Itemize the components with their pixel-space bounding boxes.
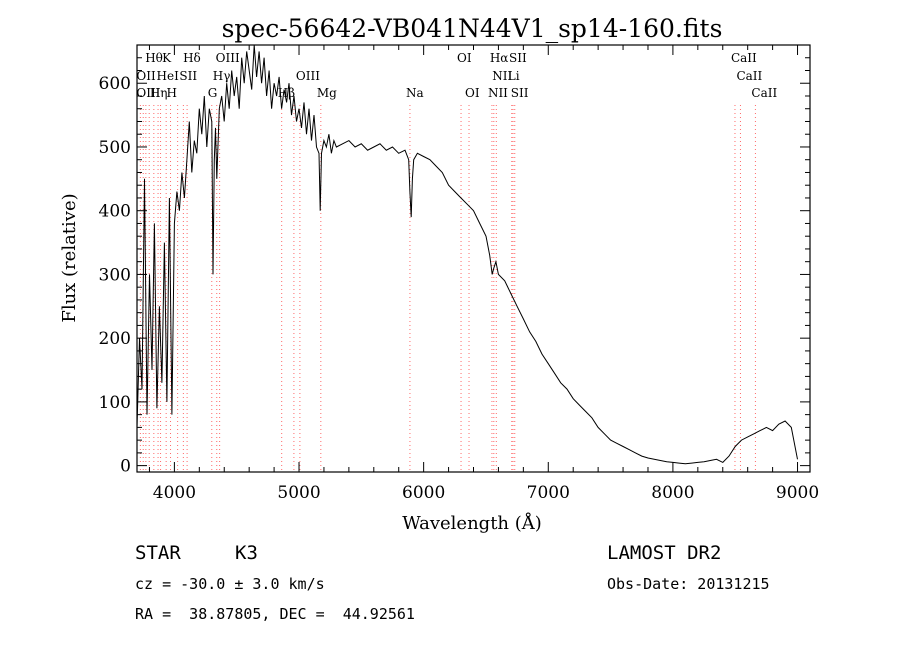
y-tick-label: 200 — [99, 329, 131, 349]
x-tick-label: 6000 — [402, 483, 445, 503]
plot-frame — [136, 44, 811, 473]
x-tick-label: 4000 — [153, 483, 196, 503]
object-class: STAR — [135, 542, 181, 564]
y-tick-label: 500 — [99, 138, 131, 158]
spectral-line-label: NII — [492, 69, 512, 83]
y-tick-label: 100 — [99, 393, 131, 413]
y-tick-label: 600 — [99, 74, 131, 94]
y-axis-ticks: 0 100 200 300 400 500 600 — [99, 57, 810, 477]
spectral-line-label: SII — [509, 51, 527, 65]
spectrum-line — [136, 44, 798, 465]
spectral-line-label: Li — [508, 69, 520, 83]
spectral-line-label: Hθ — [145, 51, 163, 65]
y-tick-label: 300 — [99, 265, 131, 285]
spectral-line-label: OIII — [216, 51, 240, 65]
line-marker-lines — [139, 105, 756, 472]
spectral-line-label: Na — [406, 86, 424, 100]
y-tick-label: 0 — [120, 457, 131, 477]
spectral-line-label: Hη — [150, 86, 168, 100]
x-axis-ticks: 4000 5000 6000 7000 8000 9000 — [148, 45, 819, 503]
spectral-line-label: OII — [136, 69, 156, 83]
spectral-line-label: Mg — [317, 86, 337, 100]
spectral-line-label: CaII — [736, 69, 762, 83]
spectral-line-label: CaII — [731, 51, 757, 65]
object-subclass: K3 — [235, 542, 258, 564]
observation-date: Obs-Date: 20131215 — [607, 575, 770, 593]
spectral-line-label: K — [162, 51, 172, 65]
spectral-line-label: OI — [465, 86, 480, 100]
chart-title: spec-56642-VB041N44V1_sp14-160.fits — [222, 14, 723, 43]
x-axis-label: Wavelength (Å) — [402, 512, 542, 534]
x-tick-label: 9000 — [776, 483, 819, 503]
spectral-line-label: SII — [179, 69, 197, 83]
spectral-line-label: Hβ — [278, 86, 295, 100]
y-axis-label: Flux (relative) — [59, 193, 80, 322]
spectral-line-label: OIII — [136, 86, 160, 100]
spectral-line-label: H — [167, 86, 177, 100]
spectral-line-label: OI — [457, 51, 472, 65]
coordinates-text: RA = 38.87805, DEC = 44.92561 — [135, 605, 415, 623]
spectral-line-label: Hα — [490, 51, 509, 65]
survey-name: LAMOST DR2 — [607, 542, 722, 564]
redshift-text: cz = -30.0 ± 3.0 km/s — [135, 575, 325, 593]
spectral-line-label: CaII — [751, 86, 777, 100]
x-tick-label: 7000 — [527, 483, 570, 503]
x-tick-label: 5000 — [277, 483, 320, 503]
spectral-line-label: SII — [511, 86, 529, 100]
spectral-line-label: Hγ — [213, 69, 231, 83]
spectral-line-label: HeI — [157, 69, 180, 83]
y-tick-label: 400 — [99, 202, 131, 222]
spectral-line-label: NII — [488, 86, 508, 100]
spectral-line-label: OIII — [296, 69, 320, 83]
spectral-line-label: Hδ — [183, 51, 201, 65]
spectral-line-label: G — [208, 86, 218, 100]
x-tick-label: 8000 — [651, 483, 694, 503]
